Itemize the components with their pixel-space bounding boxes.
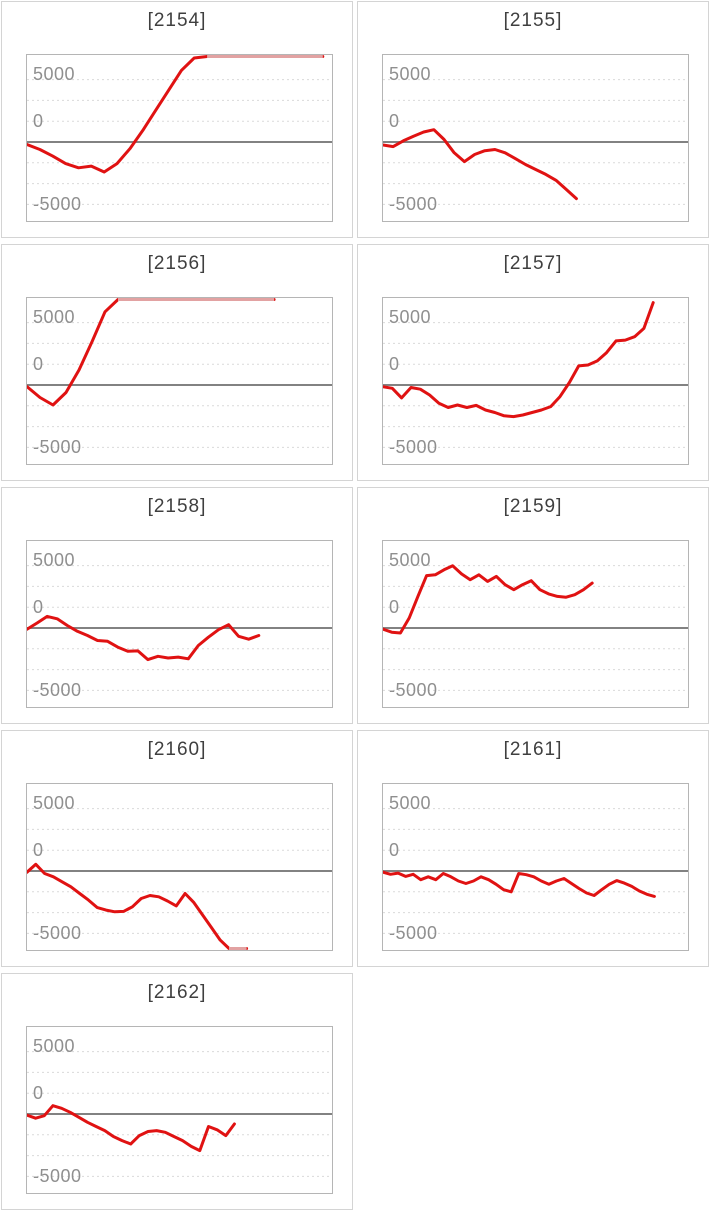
chart-cell: [2160] 5000 0 -5000 xyxy=(1,730,353,967)
y-tick-label: 0 xyxy=(33,597,44,617)
y-tick-label: -5000 xyxy=(33,437,82,457)
slump-line xyxy=(383,564,594,635)
chart-cell: [2162] 5000 0 -5000 xyxy=(1,973,353,1210)
slump-line xyxy=(383,301,655,419)
y-tick-label: 0 xyxy=(389,840,400,860)
chart-cell: [2154] 5000 0 -5000 xyxy=(1,1,353,238)
slump-graph-svg xyxy=(27,808,332,950)
plot-area: 5000 0 -5000 xyxy=(382,297,689,465)
y-tick-label: 0 xyxy=(33,111,44,131)
chart-title: [2154] xyxy=(147,10,207,31)
chart-title: [2160] xyxy=(147,739,207,760)
chart-title: [2162] xyxy=(147,982,207,1003)
y-tick-label: 0 xyxy=(33,1083,44,1103)
y-tick-label: 5000 xyxy=(389,793,432,813)
slump-line xyxy=(27,1104,236,1153)
chart-cell: [2158] 5000 0 -5000 xyxy=(1,487,353,724)
slump-graph-svg xyxy=(27,1051,332,1177)
plot-area: 5000 0 -5000 xyxy=(26,783,333,951)
chart-cell: [2161] 5000 0 -5000 xyxy=(357,730,709,967)
slump-line xyxy=(383,870,656,898)
plot-area: 5000 0 -5000 xyxy=(26,1026,333,1194)
slump-graph-svg xyxy=(27,298,332,448)
y-tick-label: 0 xyxy=(389,597,400,617)
plot-area: 5000 0 -5000 xyxy=(382,783,689,951)
plot-area: 5000 0 -5000 xyxy=(26,297,333,465)
slump-graph-svg xyxy=(383,79,688,205)
slump-graph-svg xyxy=(27,565,332,691)
y-tick-label: -5000 xyxy=(33,1166,82,1186)
chart-title: [2158] xyxy=(147,496,207,517)
y-tick-label: 5000 xyxy=(33,793,76,813)
chart-cell: [2156] 5000 0 -5000 xyxy=(1,244,353,481)
plot-area: 5000 0 -5000 xyxy=(382,540,689,708)
chart-cell: [2159] 5000 0 -5000 xyxy=(357,487,709,724)
slump-line xyxy=(383,128,578,201)
chart-title: [2155] xyxy=(503,10,563,31)
y-tick-label: 5000 xyxy=(389,64,432,84)
y-tick-label: -5000 xyxy=(33,194,82,214)
y-tick-label: 0 xyxy=(33,840,44,860)
plot-area: 5000 0 -5000 xyxy=(382,54,689,222)
slump-graph-svg xyxy=(383,564,688,691)
plot-area: 5000 0 -5000 xyxy=(26,540,333,708)
y-tick-label: 5000 xyxy=(33,550,76,570)
y-tick-label: 0 xyxy=(33,354,44,374)
y-tick-label: 5000 xyxy=(33,307,76,327)
y-tick-label: 5000 xyxy=(33,1036,76,1056)
plot-area: 5000 0 -5000 xyxy=(26,54,333,222)
y-tick-label: -5000 xyxy=(389,923,438,943)
chart-title: [2161] xyxy=(503,739,563,760)
y-tick-label: -5000 xyxy=(33,680,82,700)
y-tick-label: 0 xyxy=(389,111,400,131)
y-tick-label: -5000 xyxy=(389,437,438,457)
chart-title: [2157] xyxy=(503,253,563,274)
y-tick-label: 5000 xyxy=(389,307,432,327)
slump-line xyxy=(27,862,249,950)
chart-title: [2156] xyxy=(147,253,207,274)
slump-graph-svg xyxy=(383,301,688,448)
slump-graph-svg xyxy=(383,808,688,934)
y-tick-label: 5000 xyxy=(33,64,76,84)
y-tick-label: -5000 xyxy=(389,194,438,214)
chart-cell: [2157] 5000 0 -5000 xyxy=(357,244,709,481)
y-tick-label: -5000 xyxy=(33,923,82,943)
chart-title: [2159] xyxy=(503,496,563,517)
y-tick-label: 5000 xyxy=(389,550,432,570)
y-tick-label: -5000 xyxy=(389,680,438,700)
chart-cell: [2155] 5000 0 -5000 xyxy=(357,1,709,238)
slump-line xyxy=(27,614,261,662)
y-tick-label: 0 xyxy=(389,354,400,374)
slump-graph-svg xyxy=(27,55,332,205)
